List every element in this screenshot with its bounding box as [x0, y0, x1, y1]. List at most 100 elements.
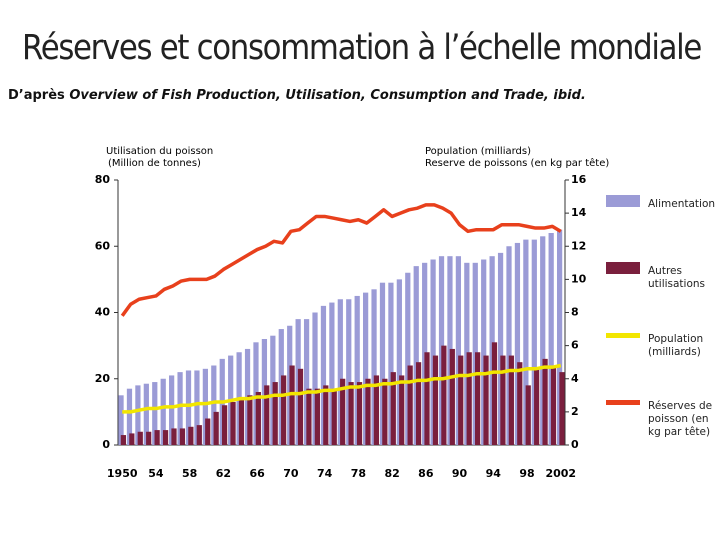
source-title: Overview of Fish Production, Utilisation… — [69, 88, 586, 103]
y-tick-label: 60 — [95, 239, 111, 252]
bar — [379, 282, 386, 445]
bar — [500, 355, 506, 445]
bar — [179, 428, 186, 445]
bar — [491, 342, 498, 445]
x-tick-label: 2002 — [545, 467, 576, 480]
bar — [340, 378, 346, 445]
bar — [146, 431, 152, 445]
bar — [247, 395, 253, 445]
bar — [314, 388, 320, 445]
bar — [120, 435, 127, 445]
slide-title: Réserves et consommation à l’échelle mon… — [22, 28, 702, 68]
bar — [363, 292, 369, 445]
bar — [272, 382, 278, 445]
bar — [323, 385, 329, 445]
bar — [118, 395, 124, 445]
bar — [154, 430, 160, 445]
y-axis-label: Utilisation du poisson — [106, 146, 213, 157]
bar — [481, 259, 487, 445]
bar — [312, 312, 318, 445]
y2-tick-label: 6 — [571, 339, 579, 352]
bar — [205, 418, 211, 445]
legend-swatch — [606, 400, 640, 405]
bar — [230, 401, 236, 445]
y-axis-label: (Million de tonnes) — [108, 158, 201, 169]
bar — [371, 289, 377, 445]
bar — [430, 259, 436, 445]
bar — [303, 319, 310, 445]
bar — [373, 375, 380, 445]
bar — [238, 398, 245, 445]
y2-tick-label: 16 — [571, 173, 587, 186]
bar — [185, 370, 192, 445]
bar — [135, 385, 141, 445]
y2-tick-label: 4 — [571, 372, 579, 385]
bar — [388, 282, 394, 445]
bar — [523, 239, 529, 445]
bar — [449, 348, 455, 445]
bar — [211, 365, 217, 445]
bar — [365, 378, 371, 445]
bar — [531, 239, 537, 445]
y-tick-label: 80 — [95, 173, 111, 186]
bar — [407, 365, 413, 445]
bar — [162, 430, 169, 445]
bar — [329, 302, 335, 445]
bar — [137, 431, 143, 445]
x-tick-label: 78 — [351, 467, 366, 480]
bar — [559, 372, 565, 445]
x-tick-label: 54 — [148, 467, 164, 480]
bar — [441, 345, 447, 445]
bar — [556, 229, 563, 445]
bar — [320, 305, 327, 445]
y2-axis-label: Population (milliards) — [425, 146, 531, 157]
x-tick-label: 94 — [486, 467, 502, 480]
bar — [196, 425, 202, 445]
bar — [169, 375, 175, 445]
bar — [348, 382, 354, 445]
x-tick-label: 82 — [384, 467, 399, 480]
bar — [143, 383, 149, 445]
bar — [415, 362, 422, 445]
x-tick-label: 90 — [452, 467, 468, 480]
y2-tick-label: 0 — [571, 438, 579, 451]
bar — [152, 382, 158, 445]
bar — [413, 266, 419, 445]
bar — [534, 368, 540, 445]
line — [120, 203, 562, 317]
bar — [506, 246, 512, 445]
bar — [177, 372, 183, 445]
bar — [517, 362, 523, 445]
x-tick-label: 98 — [519, 467, 534, 480]
legend-label: Autres utilisations — [648, 265, 706, 290]
bar — [475, 352, 481, 445]
bar — [255, 392, 261, 445]
bar — [126, 388, 133, 445]
bar — [297, 368, 304, 445]
y-tick-label: 0 — [102, 438, 110, 451]
legend-swatch — [606, 333, 640, 338]
bar — [337, 299, 343, 445]
bar — [455, 256, 462, 445]
bar — [281, 375, 287, 445]
x-tick-label: 74 — [317, 467, 333, 480]
bar — [497, 252, 504, 445]
bar — [550, 365, 557, 445]
bar — [356, 382, 363, 445]
y-tick-label: 40 — [95, 306, 111, 319]
x-tick-label: 86 — [418, 467, 434, 480]
bar — [129, 433, 135, 445]
bar — [525, 385, 531, 445]
bar — [542, 358, 548, 445]
bar — [188, 426, 194, 445]
y2-tick-label: 12 — [571, 239, 586, 252]
bar — [382, 378, 388, 445]
source: D’après Overview of Fish Production, Uti… — [8, 88, 586, 103]
bar — [540, 236, 546, 445]
source-prefix: D’après — [8, 88, 65, 103]
bar — [396, 279, 402, 445]
x-tick-label: 70 — [283, 467, 299, 480]
x-tick-label: 58 — [182, 467, 197, 480]
